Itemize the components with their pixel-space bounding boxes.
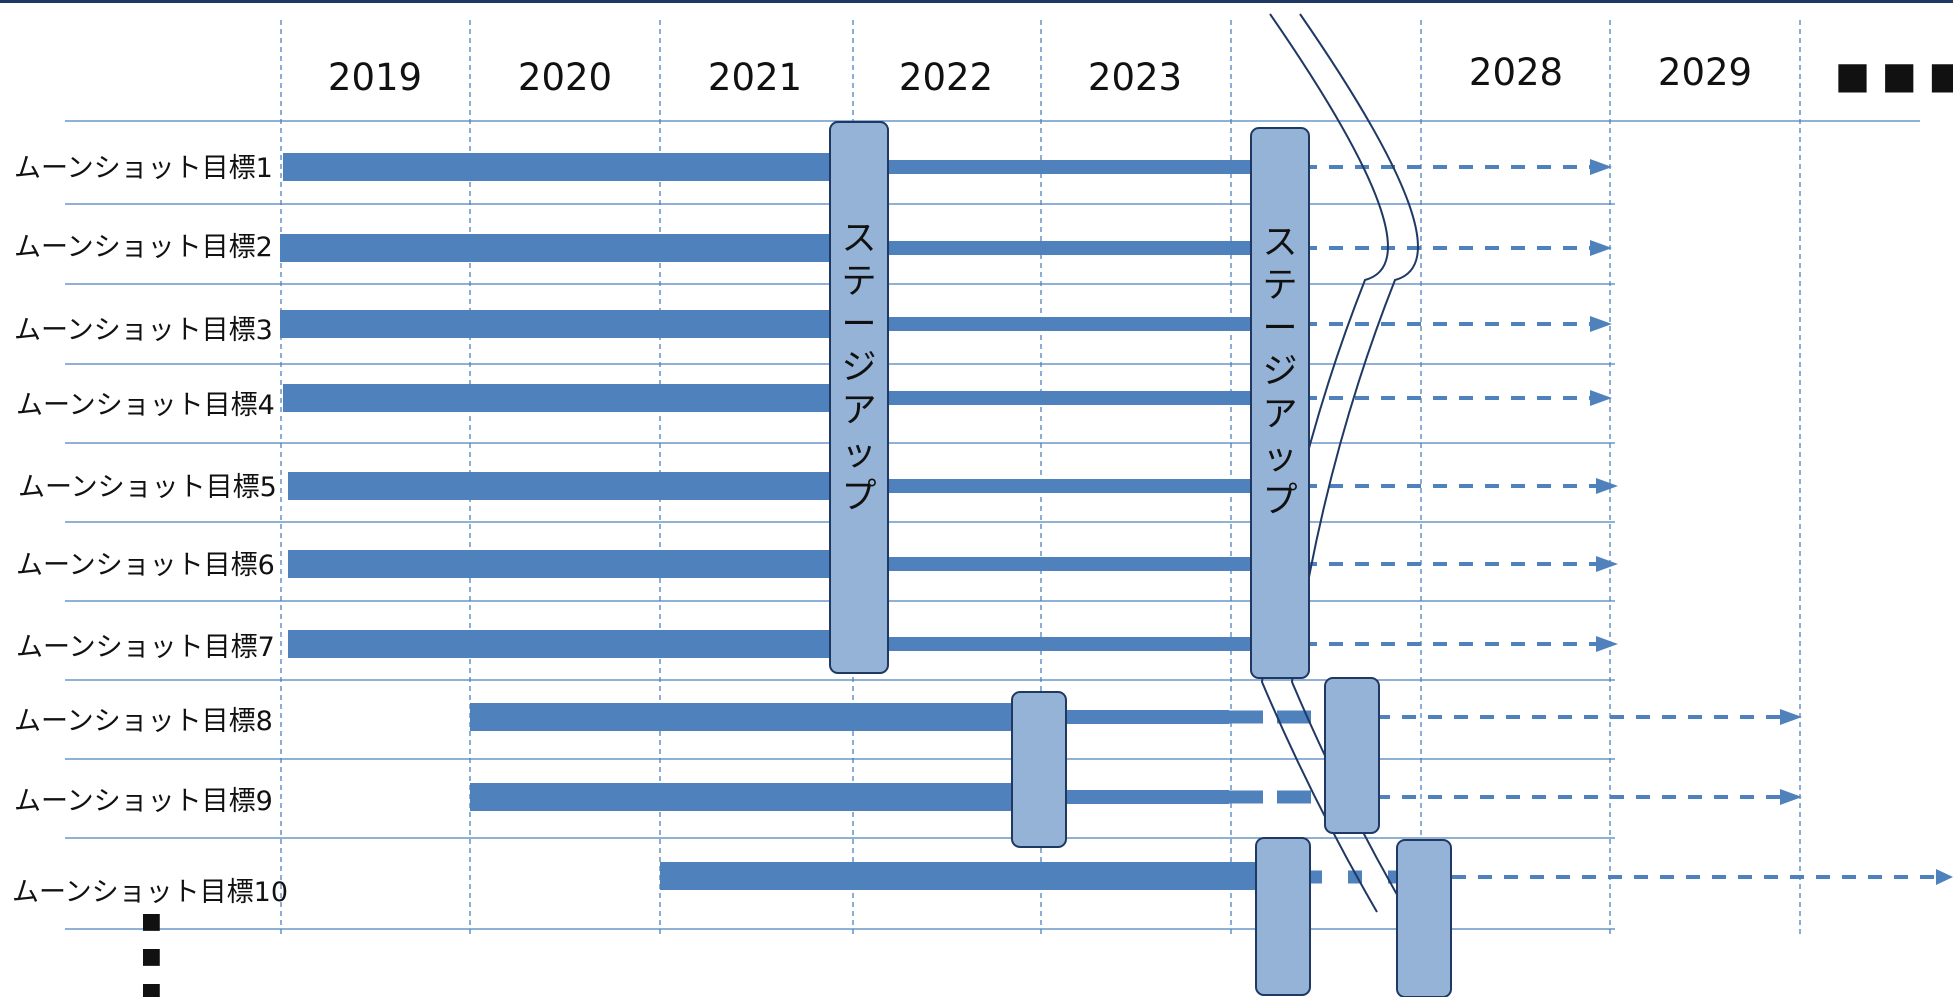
goal-timeline-bars [280, 153, 1953, 890]
goal-7-arrowhead [1596, 636, 1618, 652]
year-axis-continuation: ■ ■ ■ [1835, 54, 1953, 97]
stage-up-box-1 [829, 121, 889, 674]
year-label-2029: 2029 [1658, 51, 1752, 94]
top-rule [0, 0, 1953, 3]
goal-3-bar-phase2 [830, 317, 1251, 331]
goal-9-bar-phase1 [470, 783, 1015, 811]
goal-label-3: ムーンショット目標3 [14, 315, 273, 346]
stage-up-boxes: ステージアップ ステージアップ [829, 121, 1452, 997]
goal-label-7: ムーンショット目標7 [16, 632, 275, 663]
year-label-2028: 2028 [1469, 51, 1563, 94]
goal-4-bar-phase1 [283, 384, 830, 412]
goal-list-continuation-dot-2: ■ [141, 944, 162, 969]
goal-label-10: ムーンショット目標10 [12, 877, 288, 908]
goal-5-bar-phase1 [288, 472, 830, 500]
goal-list-continuation-dot-3: ■ [141, 979, 162, 997]
goal-5-bar-phase2 [830, 479, 1251, 493]
goal-label-4: ムーンショット目標4 [16, 390, 275, 421]
goal-9-bar-phase2 [1063, 790, 1229, 804]
goal-2-bar-phase2 [830, 241, 1251, 255]
year-label-2020: 2020 [518, 56, 612, 99]
goal-2-arrowhead [1590, 240, 1612, 256]
stage-up-box-2 [1250, 127, 1310, 679]
goal-label-8: ムーンショット目標8 [14, 706, 273, 737]
goal-1-arrowhead [1590, 159, 1612, 175]
goal-10-bar-phase1 [660, 862, 1260, 890]
goal-labels: ムーンショット目標1 ムーンショット目標2 ムーンショット目標3 ムーンショット目標4… [12, 153, 288, 908]
goal-1-bar-phase2 [830, 160, 1251, 174]
goal-label-1: ムーンショット目標1 [14, 153, 273, 184]
row-separators [65, 120, 1920, 930]
goal-2-bar-phase1 [280, 234, 830, 262]
goal-5-arrowhead [1596, 478, 1618, 494]
goal-8-bar-phase1 [470, 703, 1015, 731]
year-label-2023: 2023 [1088, 56, 1182, 99]
stage-up-box-4 [1324, 677, 1380, 834]
goal-list-continuation-dot-1: ■ [141, 909, 162, 934]
goal-8-bar-phase2 [1063, 710, 1229, 724]
goal-7-bar-phase1 [288, 630, 830, 658]
goal-label-6: ムーンショット目標6 [16, 550, 275, 581]
year-axis: 2019 2020 2021 2022 2023 2028 2029 [328, 51, 1752, 99]
stage-up-label-1: ステージアップ [841, 219, 876, 517]
goal-4-arrowhead [1590, 390, 1612, 406]
goal-6-bar-phase2 [830, 557, 1251, 571]
goal-10-arrowhead [1936, 869, 1953, 885]
goal-4-bar-phase2 [830, 391, 1251, 405]
goal-8-arrowhead [1780, 709, 1802, 725]
goal-list-continuation: ■ ■ ■ [141, 909, 162, 997]
year-label-2021: 2021 [708, 56, 802, 99]
year-label-2022: 2022 [899, 56, 993, 99]
goal-3-bar-phase1 [280, 310, 830, 338]
goal-label-9: ムーンショット目標9 [14, 786, 273, 817]
goal-7-bar-phase2 [830, 637, 1251, 651]
goal-9-arrowhead [1780, 789, 1802, 805]
goal-6-arrowhead [1596, 556, 1618, 572]
goal-6-bar-phase1 [288, 550, 830, 578]
goal-3-arrowhead [1590, 316, 1612, 332]
year-label-2019: 2019 [328, 56, 422, 99]
goal-label-2: ムーンショット目標2 [14, 232, 273, 263]
stage-up-box-6 [1396, 839, 1452, 997]
goal-1-bar-phase1 [283, 153, 830, 181]
goal-label-5: ムーンショット目標5 [18, 472, 277, 503]
stage-up-box-3 [1011, 691, 1067, 848]
stage-up-box-5 [1255, 837, 1311, 996]
stage-up-label-2: ステージアップ [1262, 223, 1297, 521]
